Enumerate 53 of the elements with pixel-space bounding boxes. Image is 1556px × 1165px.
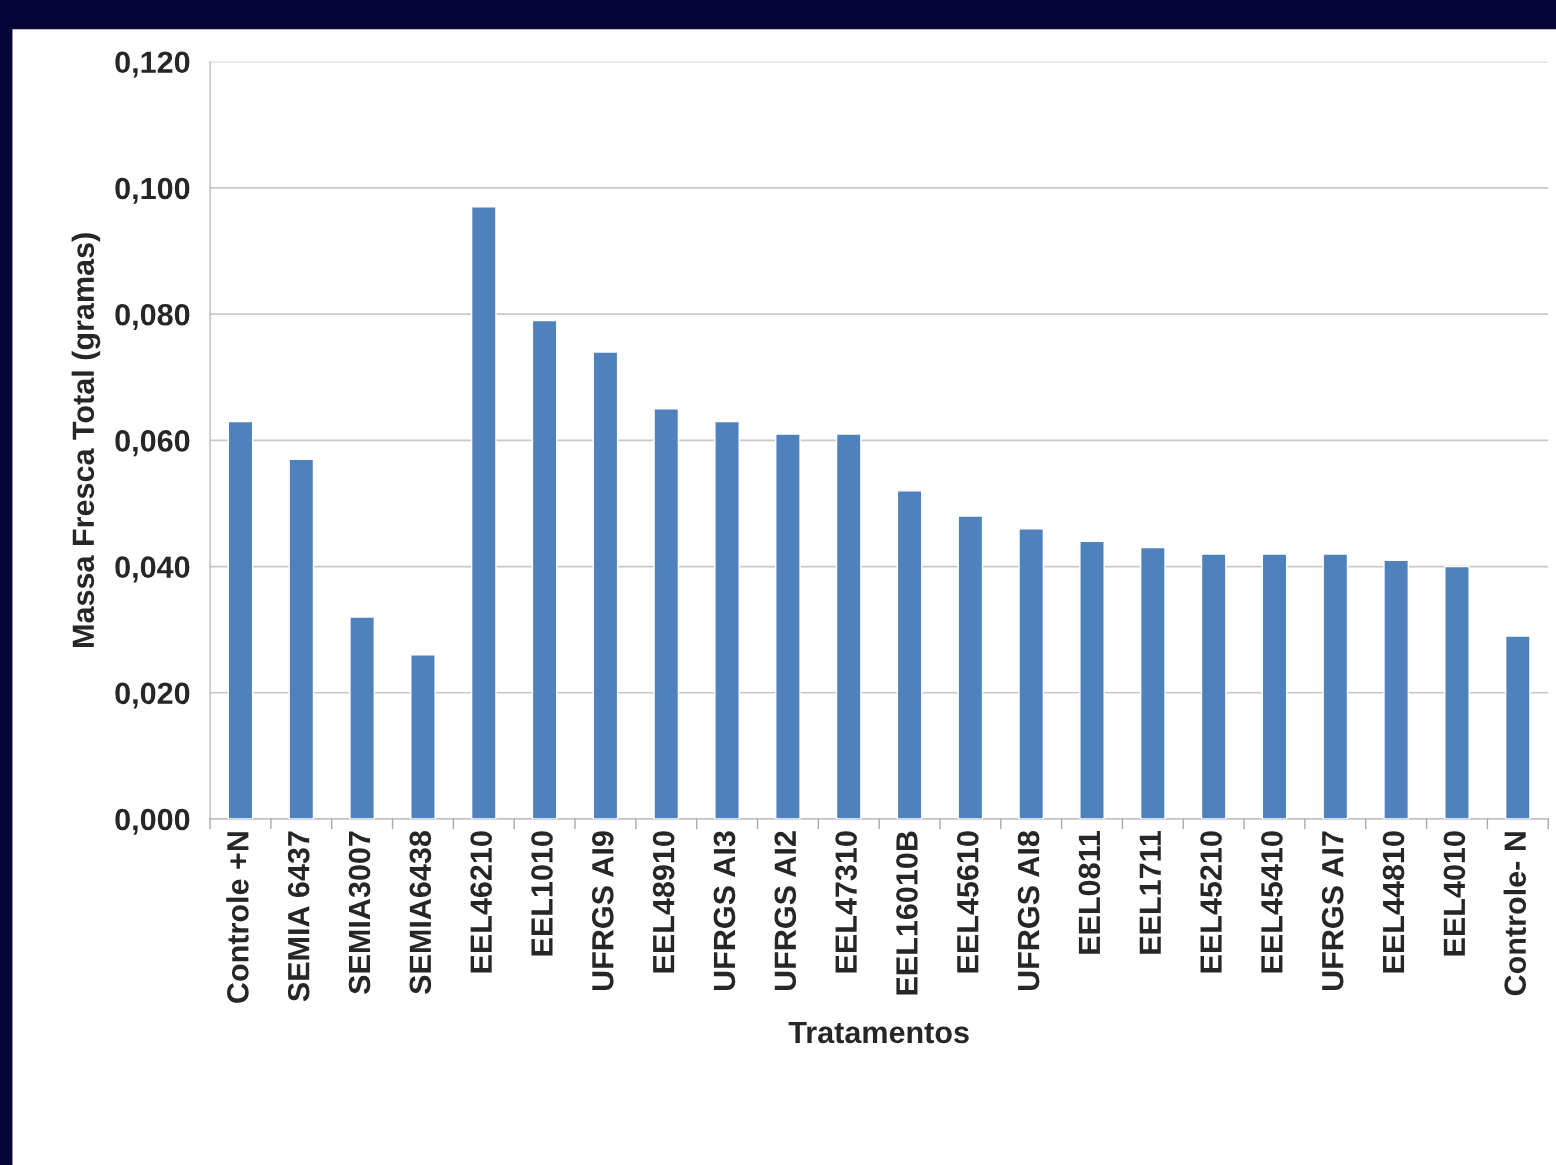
bar: [592, 351, 619, 819]
y-tick-label: 0,120: [115, 51, 190, 78]
x-tick-label: EEL45410: [1261, 831, 1283, 973]
x-tick-label: EEL44810: [1382, 831, 1405, 973]
bar: [349, 616, 375, 819]
y-tick-label: 0,000: [115, 808, 190, 835]
bar: [1261, 553, 1288, 819]
bar: [1200, 553, 1227, 819]
bar: [1383, 559, 1410, 819]
x-tick-label: EEL16010B: [896, 831, 918, 995]
bar: [1444, 565, 1470, 819]
bar: [1322, 553, 1349, 819]
bar: [1018, 528, 1045, 819]
bar: [896, 490, 923, 819]
x-tick-label: UFRGS AI2: [774, 831, 797, 991]
x-tick-label: EEL0811: [1078, 830, 1101, 954]
bar: [227, 420, 254, 819]
y-tick-label: 0,040: [115, 556, 190, 583]
bar: [957, 515, 984, 819]
bar: [470, 206, 497, 819]
y-tick-label: 0,020: [115, 682, 190, 709]
x-tick-label: EEL48910: [652, 831, 675, 973]
y-tick-label: 0,060: [115, 430, 190, 457]
bar: [288, 458, 315, 819]
bar: [835, 433, 862, 819]
x-tick-label: UFRGS AI9: [591, 831, 614, 991]
bar: [653, 408, 680, 819]
x-tick-label: SEMIA6438: [409, 831, 432, 994]
bar: [775, 433, 801, 819]
x-tick-label: EEL1010: [531, 831, 553, 956]
x-tick-label: EEL45210: [1200, 831, 1222, 973]
x-tick-label: Controle +N: [226, 832, 249, 1003]
x-tick-label: SEMIA3007: [348, 831, 371, 994]
bar: [1079, 540, 1105, 819]
x-tick-label: EEL4010: [1443, 831, 1466, 956]
y-tick-label: 0,100: [115, 177, 190, 204]
x-tick-label: EEL46210: [470, 831, 492, 973]
bar: [714, 420, 740, 819]
x-tick-label: UFRGS AI3: [713, 831, 736, 991]
y-axis-title: Massa Fresca Total (gramas): [71, 233, 101, 647]
x-tick-label: Controle- N: [1503, 832, 1527, 996]
x-axis-title: Tratamentos: [788, 1021, 969, 1044]
x-tick-label: UFRGS AI7: [1321, 831, 1344, 991]
x-tick-label: EEL47310: [835, 831, 857, 973]
bar: [1504, 635, 1531, 819]
bar: [531, 319, 558, 819]
x-tick-label: EEL1711: [1139, 830, 1161, 954]
x-tick-label: SEMIA 6437: [287, 831, 310, 1002]
bar: [1139, 546, 1166, 819]
y-tick-label: 0,080: [115, 303, 190, 330]
x-tick-label: EEL45610: [956, 831, 979, 973]
x-tick-label: UFRGS AI8: [1017, 831, 1040, 991]
bar: [410, 654, 436, 819]
